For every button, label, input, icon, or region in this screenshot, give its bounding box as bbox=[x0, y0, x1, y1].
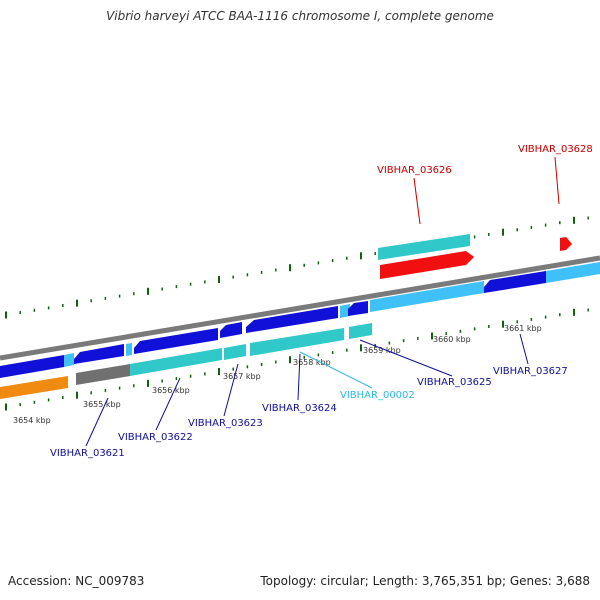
reverse-track bbox=[0, 323, 372, 399]
cds-feature[interactable] bbox=[380, 251, 474, 279]
cds-feature[interactable] bbox=[484, 271, 546, 293]
cds-feature[interactable] bbox=[76, 364, 130, 385]
scale-label: 3657 kbp bbox=[223, 372, 261, 381]
chromosome-backbone bbox=[0, 255, 600, 361]
cds-feature[interactable] bbox=[64, 353, 74, 367]
scale-ticks bbox=[5, 216, 589, 411]
cds-feature[interactable] bbox=[134, 328, 218, 354]
gene-label[interactable]: VIBHAR_03623 bbox=[188, 418, 263, 429]
gene-label[interactable]: VIBHAR_03627 bbox=[493, 366, 568, 377]
upper-features bbox=[378, 234, 572, 279]
cds-feature[interactable] bbox=[370, 281, 484, 312]
gene-label[interactable]: VIBHAR_00002 bbox=[340, 390, 415, 401]
map-title: Vibrio harveyi ATCC BAA-1116 chromosome … bbox=[106, 9, 494, 23]
scale-labels: 3654 kbp 3655 kbp 3656 kbp 3657 kbp 3658… bbox=[13, 324, 542, 425]
cds-feature[interactable] bbox=[74, 344, 124, 364]
cds-feature[interactable] bbox=[0, 355, 64, 378]
cds-feature[interactable] bbox=[250, 328, 344, 356]
cds-feature[interactable] bbox=[348, 301, 368, 316]
gene-labels: VIBHAR_03621 VIBHAR_03622 VIBHAR_03623 V… bbox=[50, 144, 593, 459]
gene-label[interactable]: VIBHAR_03622 bbox=[118, 432, 193, 443]
topology-text: Topology: circular; Length: 3,765,351 bp… bbox=[260, 574, 590, 588]
forward-track bbox=[0, 262, 600, 378]
label-leaders bbox=[85, 156, 560, 447]
cds-feature[interactable] bbox=[349, 323, 372, 339]
gene-label[interactable]: VIBHAR_03624 bbox=[262, 403, 337, 414]
scale-label: 3659 kbp bbox=[363, 346, 401, 355]
cds-feature[interactable] bbox=[378, 234, 470, 260]
scale-label: 3658 kbp bbox=[293, 358, 331, 367]
cds-feature[interactable] bbox=[130, 348, 222, 376]
cds-feature[interactable] bbox=[224, 344, 246, 360]
scale-label: 3656 kbp bbox=[152, 386, 190, 395]
cds-feature[interactable] bbox=[126, 343, 132, 356]
gene-label[interactable]: VIBHAR_03621 bbox=[50, 448, 125, 459]
cds-feature[interactable] bbox=[246, 306, 338, 333]
scale-label: 3661 kbp bbox=[504, 324, 542, 333]
cds-feature[interactable] bbox=[560, 237, 572, 251]
accession-text: Accession: NC_009783 bbox=[8, 574, 145, 588]
scale-label: 3660 kbp bbox=[433, 335, 471, 344]
cds-feature[interactable] bbox=[546, 262, 600, 283]
scale-label: 3655 kbp bbox=[83, 400, 121, 409]
gene-label[interactable]: VIBHAR_03626 bbox=[377, 165, 452, 176]
cds-feature[interactable] bbox=[0, 376, 68, 399]
scale-label: 3654 kbp bbox=[13, 416, 51, 425]
gene-label[interactable]: VIBHAR_03628 bbox=[518, 144, 593, 155]
cds-feature[interactable] bbox=[340, 304, 350, 318]
gene-label[interactable]: VIBHAR_03625 bbox=[417, 377, 492, 388]
cds-feature[interactable] bbox=[220, 322, 242, 338]
